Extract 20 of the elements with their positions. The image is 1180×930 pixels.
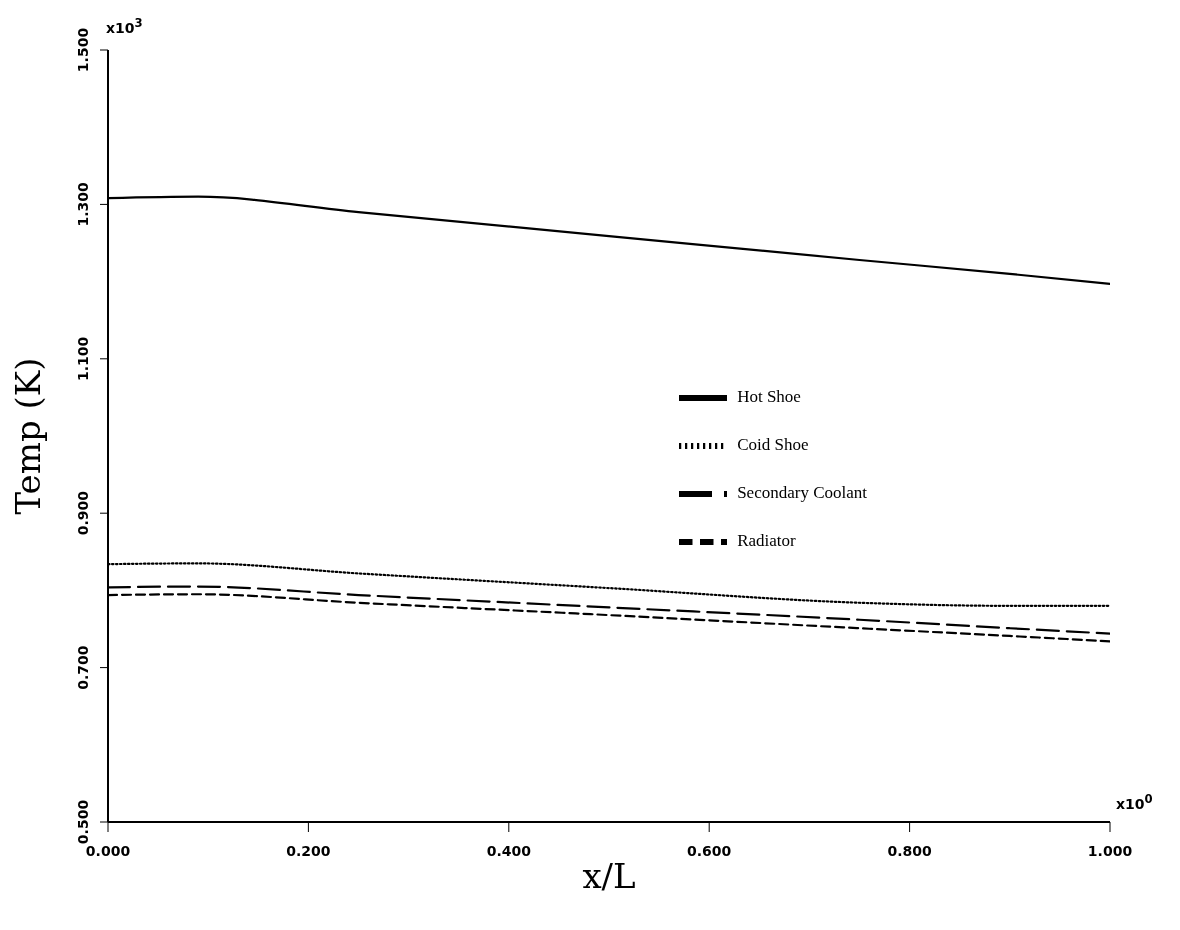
x-tick-label: 1.000 <box>1087 843 1133 859</box>
legend-label: Secondary Coolant <box>737 483 867 503</box>
x-tick-label: 0.800 <box>887 843 932 859</box>
y-tick-label: 0.700 <box>75 645 91 690</box>
x-tick-label: 0.200 <box>286 843 331 859</box>
legend-label: Coid Shoe <box>737 435 809 455</box>
text: x10$^{3}$ <box>106 16 143 36</box>
x-tick-label: 0.400 <box>486 843 532 859</box>
text: x10$^{0}$ <box>1116 792 1153 812</box>
y-axis-title: Temp (K) <box>8 357 48 515</box>
legend-label: Hot Shoe <box>737 387 801 407</box>
y-tick-label: 0.500 <box>75 799 91 845</box>
y-tick-label: 1.300 <box>75 182 91 227</box>
legend-label: Radiator <box>737 531 796 551</box>
x-axis-title: x/L <box>582 856 636 896</box>
x-tick-label: 0.000 <box>85 843 131 859</box>
y-tick-label: 0.900 <box>75 490 91 536</box>
x-tick-label: 0.600 <box>687 843 732 859</box>
y-tick-label: 1.500 <box>75 27 91 73</box>
y-tick-label: 1.100 <box>75 336 91 381</box>
